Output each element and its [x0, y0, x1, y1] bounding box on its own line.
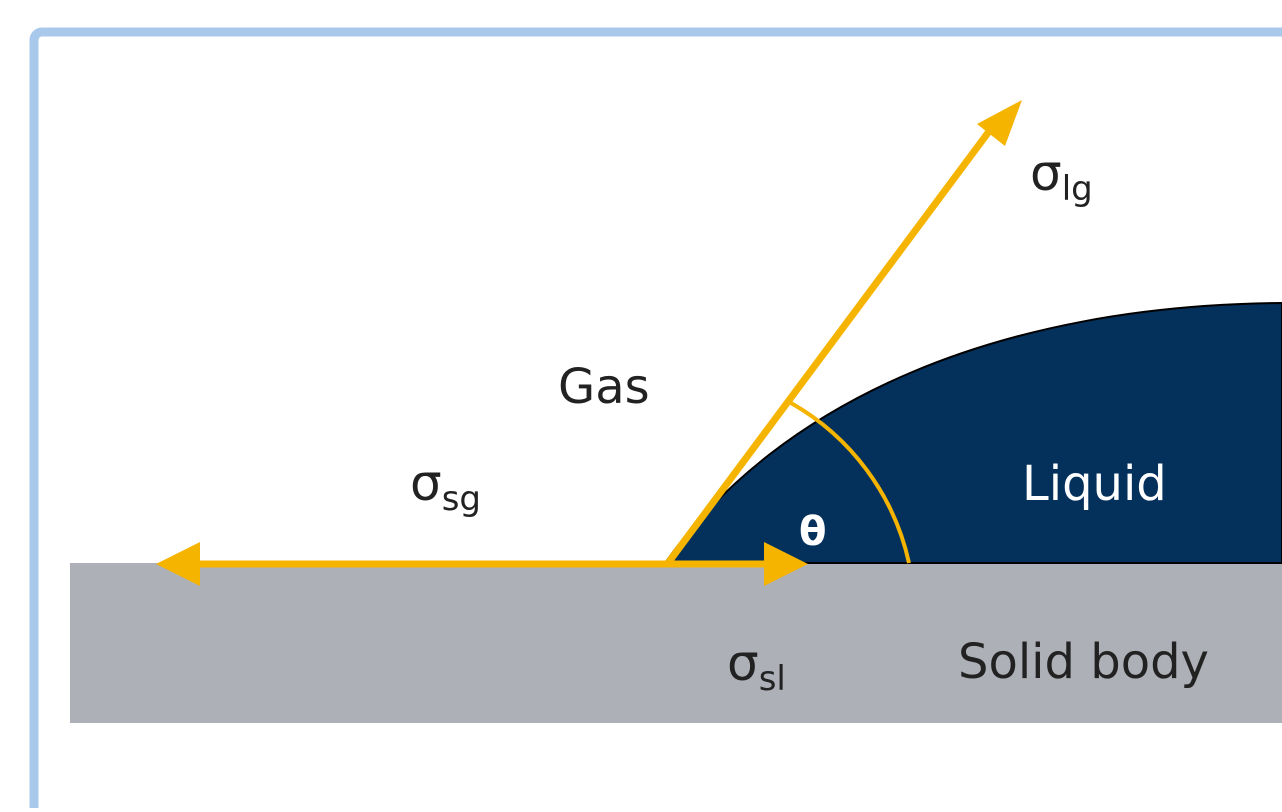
- liquid-drop: [663, 301, 1282, 564]
- sigma-sl-subscript: sl: [759, 659, 786, 699]
- sigma-sg-symbol: σ: [410, 454, 442, 512]
- svg-text:σlg: σlg: [1030, 144, 1093, 209]
- sigma-sl-symbol: σ: [727, 634, 759, 692]
- sigma-lg-symbol: σ: [1030, 144, 1062, 202]
- liquid-label: Liquid: [1022, 456, 1167, 512]
- theta-label: θ: [799, 509, 826, 555]
- sigma-lg-arrow: [664, 100, 1022, 567]
- solid-body: [70, 563, 1282, 723]
- sigma-sg-arrow: [156, 542, 674, 586]
- svg-text:σsg: σsg: [410, 454, 481, 519]
- sigma-sg-subscript: sg: [442, 479, 481, 519]
- sigma-lg-label: σlg: [1030, 144, 1093, 209]
- sigma-sl-label: σsl: [727, 634, 786, 699]
- gas-label: Gas: [558, 359, 650, 415]
- svg-text:σsl: σsl: [727, 634, 786, 699]
- sigma-sg-label: σsg: [410, 454, 481, 519]
- contact-angle-arc: [790, 401, 911, 564]
- solid-body-label: Solid body: [958, 634, 1209, 690]
- sigma-lg-subscript: lg: [1062, 169, 1093, 209]
- sigma-sl-arrow: [664, 542, 808, 586]
